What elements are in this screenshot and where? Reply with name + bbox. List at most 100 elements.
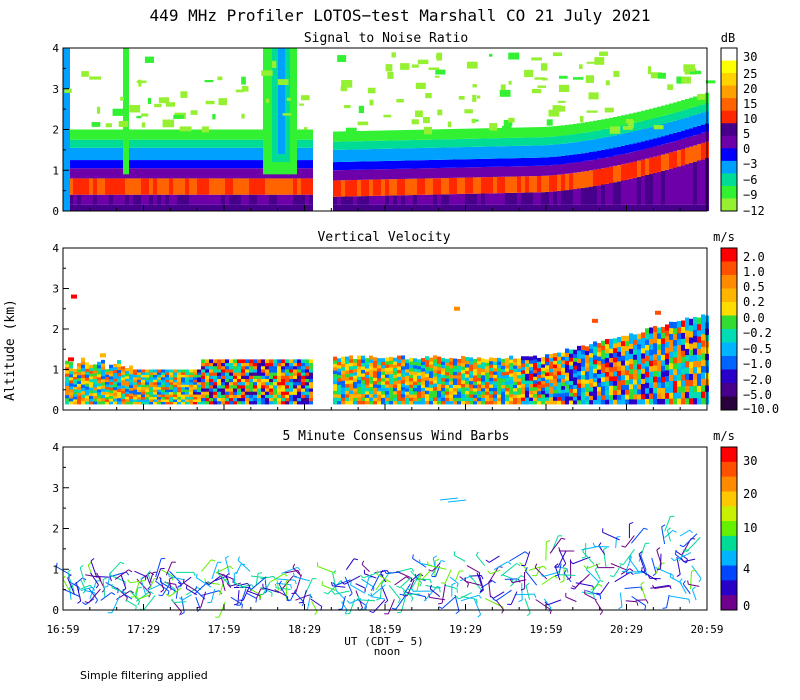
velocity-cell	[245, 384, 249, 389]
wind-barb	[307, 593, 312, 610]
velocity-cell	[125, 378, 129, 382]
velocity-cell	[541, 390, 545, 395]
snr-cell	[389, 195, 393, 205]
wind-barb	[610, 563, 627, 571]
velocity-cell	[645, 333, 649, 340]
snr-cell	[405, 140, 409, 149]
velocity-cell	[113, 395, 117, 399]
snr-cell	[237, 139, 241, 148]
velocity-cell	[665, 369, 669, 377]
velocity-cell	[677, 332, 681, 340]
snr-cell	[569, 189, 573, 205]
snr-cell	[517, 192, 521, 205]
snr-cell	[413, 148, 417, 161]
snr-cell	[669, 134, 673, 143]
velocity-cell	[169, 379, 173, 383]
snr-patch	[558, 75, 568, 79]
velocity-cell	[449, 377, 453, 382]
velocity-cell	[501, 378, 505, 382]
snr-cell	[209, 160, 213, 169]
snr-cell	[589, 121, 593, 132]
velocity-cell	[489, 387, 493, 392]
velocity-cell	[573, 392, 577, 397]
wind-barb-flag	[411, 568, 415, 572]
snr-cell	[257, 168, 261, 179]
snr-cell	[505, 166, 509, 177]
velocity-cell	[377, 384, 381, 389]
snr-cell	[93, 204, 97, 211]
wind-barb-flag	[241, 604, 243, 609]
velocity-cell	[701, 333, 705, 341]
snr-cell	[397, 195, 401, 205]
velocity-cell	[621, 350, 625, 356]
snr-cell	[609, 117, 613, 128]
snr-cell	[337, 162, 341, 171]
velocity-cell	[201, 384, 205, 389]
snr-cell	[117, 160, 121, 169]
velocity-cell	[545, 375, 549, 380]
snr-cell	[497, 146, 501, 159]
velocity-cell	[589, 382, 593, 388]
snr-cell	[353, 180, 357, 197]
velocity-cell	[65, 363, 69, 368]
velocity-cell	[153, 376, 157, 380]
snr-patch	[681, 76, 691, 84]
wind-barb	[371, 596, 385, 600]
velocity-cell	[433, 386, 437, 391]
wind-barb-flag	[628, 555, 632, 560]
snr-cell	[393, 140, 397, 149]
velocity-cell	[193, 379, 197, 383]
velocity-cell	[429, 357, 433, 362]
wind-barb	[147, 573, 153, 584]
velocity-cell	[457, 368, 461, 373]
snr-cell	[397, 160, 401, 169]
velocity-cell	[217, 394, 221, 399]
wind-barb-flag	[489, 595, 494, 599]
velocity-cell	[133, 374, 137, 378]
velocity-cell	[609, 376, 613, 382]
snr-cell	[377, 161, 381, 170]
velocity-cell	[681, 374, 685, 381]
snr-cell	[189, 168, 193, 179]
wind-barb-flag	[598, 542, 602, 547]
velocity-cell	[581, 383, 585, 388]
velocity-cell	[425, 369, 429, 374]
snr-cell	[589, 151, 593, 161]
velocity-cell	[669, 386, 673, 393]
snr-cell	[665, 135, 669, 144]
velocity-cell	[541, 367, 545, 372]
wind-barb	[67, 572, 75, 592]
velocity-cell	[77, 374, 81, 379]
wind-barb	[655, 562, 662, 574]
snr-cell	[201, 160, 205, 169]
velocity-cell	[381, 394, 385, 398]
snr-cell	[501, 193, 505, 205]
wind-barb-flag	[127, 579, 131, 584]
snr-cell	[417, 168, 421, 179]
velocity-cell	[141, 399, 145, 402]
snr-cell	[89, 147, 93, 161]
velocity-cell	[641, 368, 645, 374]
snr-patch	[471, 118, 476, 124]
wind-barb	[399, 576, 412, 589]
wind-barb-flag	[137, 601, 141, 606]
velocity-cell	[521, 359, 525, 364]
snr-cell	[81, 204, 85, 211]
velocity-cell	[605, 362, 609, 368]
snr-cell	[701, 204, 705, 211]
wind-barb	[344, 576, 353, 594]
velocity-cell	[673, 345, 677, 352]
velocity-cell	[685, 336, 689, 343]
wind-barb	[371, 584, 386, 597]
velocity-cell	[569, 368, 573, 374]
snr-cell	[117, 204, 121, 211]
velocity-cell	[269, 365, 273, 370]
wind-barb-flag	[428, 569, 433, 572]
snr-cell	[169, 129, 173, 140]
velocity-cell	[65, 373, 69, 377]
velocity-cell	[333, 387, 337, 391]
wind-barb	[460, 594, 480, 602]
velocity-cell	[481, 361, 485, 366]
velocity-cell	[493, 384, 497, 389]
